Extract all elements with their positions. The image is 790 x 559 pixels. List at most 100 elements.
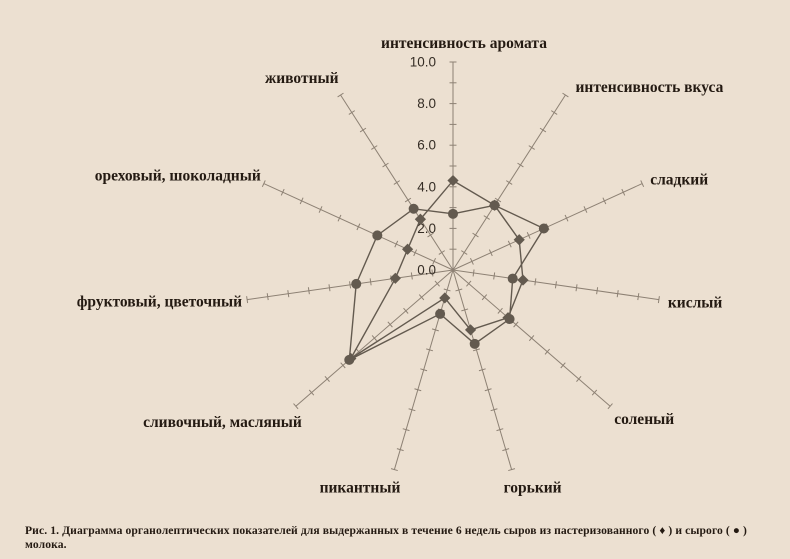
- axis-tick: [414, 388, 422, 392]
- axis-tick: [371, 335, 378, 342]
- axis-tick: [455, 288, 463, 292]
- data-marker-diamond: [439, 292, 451, 304]
- scale-tick-label: 0.0: [417, 263, 436, 278]
- axis-tick: [432, 257, 436, 265]
- axis-tick: [348, 110, 356, 115]
- axis-tick: [494, 197, 502, 203]
- axis-tick: [562, 92, 569, 98]
- axis-tick: [246, 296, 249, 304]
- figure-caption: Рис. 1. Диаграмма органолептических пока…: [25, 524, 747, 552]
- axis-tick: [481, 294, 488, 301]
- data-marker-diamond: [513, 234, 525, 246]
- axis-tick: [657, 296, 660, 304]
- axis-tick: [390, 468, 398, 472]
- axis-tick: [356, 223, 361, 231]
- axis-tick: [488, 249, 493, 257]
- data-marker-circle: [489, 200, 500, 211]
- data-marker-circle: [344, 354, 355, 365]
- axis-tick: [496, 428, 504, 432]
- axis-tick: [621, 188, 626, 196]
- axis-tick: [470, 257, 474, 265]
- axis-tick: [596, 287, 599, 295]
- axis-label: соленый: [614, 411, 674, 428]
- axis-tick: [427, 232, 434, 238]
- axis-tick: [637, 293, 640, 301]
- axis-tick: [431, 269, 434, 277]
- axis-tick: [472, 348, 480, 352]
- axis-tick: [410, 272, 413, 280]
- axis-tick: [287, 290, 290, 298]
- axis-tick: [394, 240, 399, 248]
- axis-tick: [478, 368, 486, 372]
- axis-tick: [413, 249, 418, 257]
- axis-label: интенсивность аромата: [381, 35, 547, 52]
- axis-tick: [293, 403, 299, 410]
- axis-tick: [280, 188, 285, 196]
- axis-tick: [337, 214, 342, 222]
- axis-tick: [484, 388, 492, 392]
- axis-tick: [356, 348, 362, 355]
- axis-tick: [307, 287, 310, 295]
- scale-tick-label: 6.0: [417, 138, 436, 153]
- axis-tick: [616, 290, 619, 298]
- data-marker-circle: [507, 273, 518, 284]
- data-marker-diamond: [517, 274, 529, 286]
- axis-tick: [575, 284, 578, 292]
- data-marker-circle: [538, 223, 549, 234]
- scale-tick-label: 2.0: [417, 221, 436, 236]
- data-marker-diamond: [401, 243, 414, 255]
- axis-tick: [266, 293, 269, 301]
- axis-tick: [466, 280, 472, 287]
- axis-tick: [382, 162, 389, 168]
- axis-tick: [472, 232, 479, 238]
- axis-tick: [349, 281, 352, 289]
- data-marker-circle: [351, 278, 362, 289]
- axis-tick: [387, 321, 393, 328]
- axis-tick: [528, 335, 535, 342]
- data-marker-diamond: [464, 324, 477, 336]
- axis-tick: [550, 110, 558, 115]
- axis-tick: [560, 362, 566, 369]
- axis-tick: [318, 206, 323, 213]
- data-marker-circle: [372, 230, 383, 241]
- axis-tick: [493, 272, 496, 280]
- axis-tick: [402, 428, 410, 432]
- axis-tick: [513, 321, 519, 328]
- series-polygon-circle: [348, 204, 545, 362]
- data-marker-diamond: [389, 272, 401, 284]
- data-marker-circle: [504, 314, 515, 325]
- axis-tick: [490, 408, 498, 412]
- axis-tick: [420, 368, 428, 372]
- axis-tick: [299, 197, 304, 205]
- axis-tick: [517, 162, 524, 168]
- axis-tick: [371, 145, 378, 150]
- axis-tick: [534, 278, 537, 286]
- axis-tick: [506, 180, 513, 185]
- axis-tick: [483, 215, 490, 220]
- axis-label: фруктовый, цветочный: [77, 294, 242, 311]
- axis-tick: [502, 448, 510, 452]
- axis-tick: [426, 348, 434, 352]
- axis-tick: [544, 348, 550, 355]
- data-marker-circle: [469, 338, 480, 349]
- axis-label: сладкий: [650, 172, 708, 189]
- radar-chart: 0.0 2.0 4.0 6.0 8.0 10.0 интенсивность аромата…: [77, 35, 724, 497]
- axis-label: сливочный, масляный: [143, 414, 302, 431]
- axis-tick: [404, 197, 412, 203]
- axis-tick: [528, 145, 535, 150]
- axis-tick: [539, 127, 547, 133]
- series-polygon-diamond: [350, 179, 524, 360]
- data-marker-circle: [408, 203, 419, 214]
- data-marker-diamond: [414, 213, 426, 225]
- axis-tick: [261, 180, 266, 187]
- axis-tick: [576, 375, 582, 382]
- axis-tick: [340, 362, 346, 369]
- axis-tick: [396, 448, 404, 452]
- axis-tick: [408, 408, 416, 412]
- axis-tick: [403, 307, 409, 314]
- axis-tick: [328, 284, 331, 292]
- scale-tick-label: 8.0: [417, 96, 436, 111]
- axis-tick: [507, 240, 512, 248]
- data-marker-circle: [448, 208, 458, 219]
